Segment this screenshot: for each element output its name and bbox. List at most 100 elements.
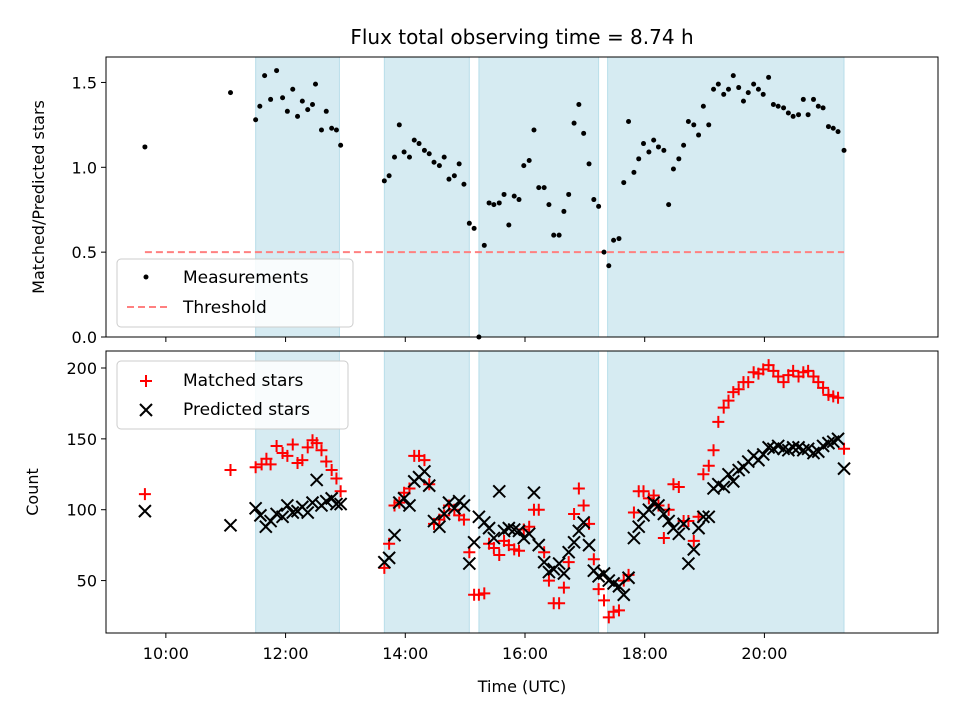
- point-matched-stars-88: [717, 401, 730, 414]
- point-matched-stars-53: [542, 574, 555, 587]
- point-matched-stars-17: [325, 464, 338, 477]
- point-measurements-22: [392, 154, 398, 160]
- point-measurements-9: [290, 86, 296, 92]
- point-measurements-99: [775, 103, 781, 109]
- ytick-label-2: 150: [66, 430, 97, 449]
- point-measurements-57: [566, 191, 572, 197]
- point-matched-stars-84: [697, 468, 710, 481]
- point-measurements-25: [406, 154, 412, 160]
- point-measurements-105: [805, 112, 811, 118]
- point-measurements-36: [461, 181, 467, 187]
- ytick-label-2: 1.0: [72, 158, 97, 177]
- point-measurements-90: [730, 73, 736, 79]
- ytick-label-3: 1.5: [72, 73, 97, 92]
- point-measurements-7: [280, 95, 286, 101]
- ytick-label-0: 50: [77, 572, 97, 591]
- point-predicted-stars-31: [432, 520, 447, 534]
- point-matched-stars-99: [772, 370, 785, 383]
- point-measurements-91: [736, 85, 742, 91]
- point-measurements-29: [426, 151, 432, 157]
- series-measurements: [142, 68, 847, 340]
- point-matched-stars-86: [707, 444, 720, 457]
- point-measurements-52: [541, 185, 547, 191]
- point-matched-stars-1: [224, 464, 237, 477]
- point-measurements-77: [666, 202, 672, 208]
- point-predicted-stars-41: [482, 521, 496, 535]
- point-measurements-66: [611, 237, 617, 243]
- point-predicted-stars-111: [831, 432, 845, 446]
- point-measurements-64: [601, 249, 607, 255]
- point-matched-stars-0: [138, 488, 151, 501]
- point-measurements-107: [815, 103, 821, 109]
- xtick-label-5: 20:00: [741, 644, 787, 663]
- point-matched-stars-58: [568, 507, 581, 520]
- point-predicted-stars-22: [387, 528, 402, 542]
- point-predicted-stars-80: [676, 517, 691, 531]
- point-measurements-60: [581, 130, 587, 136]
- point-measurements-108: [820, 105, 826, 111]
- point-predicted-stars-81: [681, 556, 696, 571]
- point-matched-stars-102: [787, 364, 800, 377]
- point-predicted-stars-51: [532, 538, 546, 552]
- point-predicted-stars-52: [537, 555, 551, 569]
- point-predicted-stars-77: [661, 514, 676, 528]
- xtick-label-4: 18:00: [622, 644, 668, 663]
- point-matched-stars-47: [513, 544, 526, 557]
- point-predicted-stars-14: [309, 473, 324, 487]
- point-measurements-106: [810, 96, 816, 102]
- point-matched-stars-111: [832, 391, 845, 404]
- point-matched-stars-14: [310, 437, 323, 450]
- point-matched-stars-49: [523, 520, 536, 533]
- point-measurements-15: [318, 127, 324, 133]
- point-predicted-stars-55: [552, 556, 566, 571]
- point-predicted-stars-28: [417, 464, 432, 479]
- point-predicted-stars-69: [621, 571, 636, 585]
- point-predicted-stars-25: [402, 498, 417, 513]
- point-matched-stars-43: [493, 549, 506, 562]
- point-predicted-stars-37: [462, 556, 477, 571]
- observing-interval-4: [607, 56, 845, 338]
- point-matched-stars-56: [557, 581, 570, 594]
- point-measurements-78: [670, 166, 676, 172]
- point-measurements-3: [257, 103, 263, 109]
- point-measurements-12: [305, 107, 311, 113]
- point-predicted-stars-0: [138, 504, 152, 518]
- point-matched-stars-55: [553, 597, 566, 610]
- chart-title: Flux total observing time = 8.74 h: [350, 25, 693, 49]
- point-matched-stars-57: [562, 556, 575, 569]
- point-predicted-stars-106: [806, 446, 821, 460]
- point-measurements-84: [700, 103, 706, 109]
- point-measurements-30: [431, 159, 437, 165]
- point-measurements-79: [676, 156, 682, 162]
- point-predicted-stars-43: [492, 484, 506, 498]
- point-matched-stars-51: [532, 503, 545, 516]
- point-predicted-stars-21: [382, 551, 396, 565]
- point-measurements-38: [471, 225, 477, 231]
- point-measurements-26: [411, 137, 417, 143]
- point-measurements-65: [606, 263, 612, 269]
- point-matched-stars-12: [301, 441, 314, 454]
- point-measurements-37: [466, 220, 472, 226]
- point-matched-stars-72: [637, 485, 650, 498]
- point-matched-stars-66: [607, 605, 620, 618]
- point-measurements-55: [556, 232, 562, 238]
- point-matched-stars-2: [249, 461, 262, 474]
- ratio-panel-frame: [105, 56, 939, 338]
- point-measurements-27: [416, 141, 422, 147]
- point-measurements-81: [685, 118, 691, 124]
- point-matched-stars-42: [487, 541, 500, 554]
- point-measurements-16: [323, 108, 329, 114]
- point-matched-stars-15: [315, 444, 328, 457]
- point-measurements-89: [726, 86, 732, 92]
- point-matched-stars-105: [802, 364, 815, 377]
- point-measurements-41: [486, 200, 492, 206]
- count-y-axis-label: Count: [23, 468, 42, 516]
- point-measurements-34: [451, 173, 457, 179]
- point-measurements-59: [576, 102, 582, 108]
- xtick-label-1: 12:00: [263, 644, 309, 663]
- point-matched-stars-36: [457, 513, 470, 526]
- point-matched-stars-79: [672, 481, 685, 494]
- point-predicted-stars-7: [275, 510, 290, 524]
- point-measurements-71: [636, 156, 642, 162]
- point-predicted-stars-61: [582, 538, 596, 552]
